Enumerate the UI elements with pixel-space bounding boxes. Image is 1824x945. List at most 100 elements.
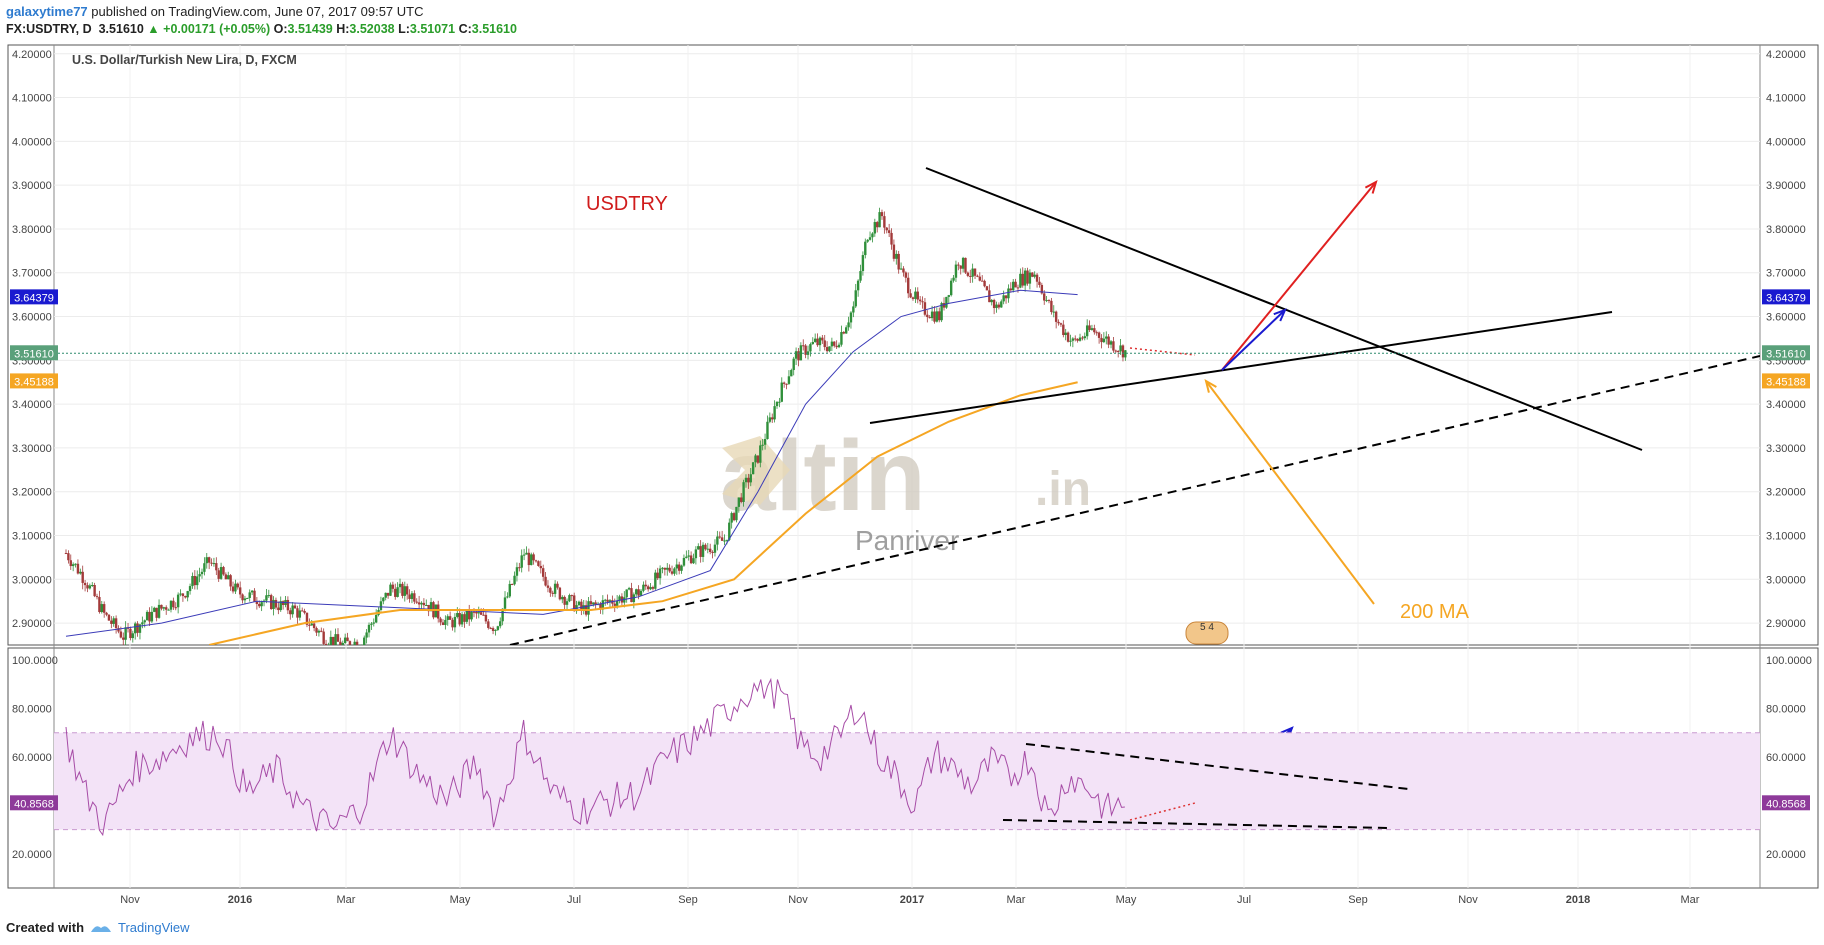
candle-body	[1116, 350, 1120, 352]
candle-body	[133, 623, 137, 634]
candle-body	[751, 462, 755, 475]
candle-body	[176, 594, 180, 608]
candle-body	[100, 604, 103, 613]
candle-body	[1090, 328, 1094, 330]
candle-body	[129, 628, 132, 639]
candle-body	[761, 444, 764, 446]
rsi-lower-trendline	[1002, 819, 1390, 829]
candle-body	[852, 306, 855, 313]
candle-body	[646, 586, 650, 590]
candle-body	[148, 611, 151, 622]
candle-body	[79, 571, 82, 574]
candle-body	[1071, 338, 1075, 341]
price-tick-right: 3.90000	[1766, 180, 1806, 192]
ma-blue-tag-right: 3.64379	[1766, 292, 1806, 304]
rsi-tick-right: 60.0000	[1766, 752, 1806, 764]
candle-body	[107, 614, 111, 621]
candle-body	[911, 297, 915, 299]
candle-body	[608, 600, 612, 602]
candle-body	[184, 596, 187, 598]
current-price-tag-left: 3.51610	[14, 348, 54, 360]
price-tick-left: 3.40000	[12, 399, 52, 411]
candle-body	[286, 599, 290, 611]
candle-body	[969, 275, 972, 277]
candle-body	[1014, 281, 1017, 288]
candle-body	[816, 338, 819, 346]
candle-body	[503, 597, 507, 609]
candle-body	[361, 647, 363, 648]
candle-body	[1112, 341, 1115, 351]
candle-body	[343, 637, 347, 643]
rsi-tick-left: 20.0000	[12, 849, 52, 861]
candle-body	[1035, 274, 1039, 282]
author-link[interactable]: galaxytime77	[6, 4, 88, 19]
candle-body	[215, 563, 218, 571]
publish-info: published on TradingView.com, June 07, 2…	[91, 4, 424, 19]
candle-body	[744, 477, 748, 483]
candle-body	[947, 295, 950, 297]
candle-body	[747, 477, 750, 483]
candle-body	[91, 585, 94, 587]
candle-body	[1102, 338, 1106, 343]
tradingview-link[interactable]: TradingView	[118, 920, 190, 935]
candle-body	[465, 610, 469, 622]
x-tick-label: 2016	[228, 894, 252, 906]
candle-body	[1002, 295, 1005, 302]
candle-body	[787, 376, 791, 384]
candle-body	[907, 277, 910, 294]
price-tick-left: 3.90000	[12, 180, 52, 192]
candle-body	[689, 555, 693, 564]
price-tick-right: 3.70000	[1766, 268, 1806, 280]
candle-body	[315, 628, 318, 633]
candle-body	[1052, 311, 1055, 313]
candle-body	[983, 280, 986, 287]
candle-body	[778, 401, 781, 403]
candle-body	[1107, 336, 1110, 345]
candle-body	[1066, 332, 1070, 342]
candle-body	[1057, 321, 1060, 324]
price-tick-left: 3.60000	[12, 312, 52, 324]
price-tick-right: 3.00000	[1766, 574, 1806, 586]
candle-body	[537, 561, 540, 566]
candle-body	[241, 594, 244, 601]
candle-body	[935, 311, 939, 322]
candle-body	[81, 571, 84, 583]
candle-body	[64, 553, 68, 555]
candle-body	[370, 623, 373, 625]
candle-body	[122, 637, 125, 640]
candle-body	[565, 601, 569, 605]
candle-body	[1016, 287, 1020, 289]
candle-body	[961, 257, 965, 269]
candle-body	[265, 595, 268, 601]
candle-body	[155, 607, 158, 618]
candle-body	[243, 598, 247, 601]
usdtry-annotation: USDTRY	[586, 193, 668, 215]
candle-body	[639, 590, 643, 596]
candle-body	[582, 605, 585, 610]
candle-body	[446, 616, 449, 620]
open-value: 3.51439	[287, 22, 333, 36]
candle-body	[551, 592, 554, 594]
ma-orange-line	[208, 381, 1078, 645]
candle-body	[200, 571, 204, 575]
candle-body	[1069, 340, 1072, 342]
candle-body	[1064, 332, 1067, 335]
candle-body	[952, 277, 955, 281]
candle-body	[374, 614, 378, 623]
candle-body	[348, 641, 352, 645]
candle-body	[687, 555, 690, 557]
candle-body	[499, 621, 502, 627]
candle-body	[990, 299, 993, 303]
candle-body	[372, 622, 375, 624]
candle-body	[930, 311, 934, 319]
candle-body	[394, 588, 397, 597]
ma-annotation: 200 MA	[1400, 601, 1470, 623]
candle-body	[871, 233, 874, 238]
candle-body	[198, 574, 201, 577]
candle-body	[114, 618, 118, 629]
candle-body	[973, 268, 977, 276]
rsi-current-tag-right-bg	[1762, 795, 1810, 811]
candle-body	[864, 241, 867, 256]
candle-body	[527, 552, 531, 566]
